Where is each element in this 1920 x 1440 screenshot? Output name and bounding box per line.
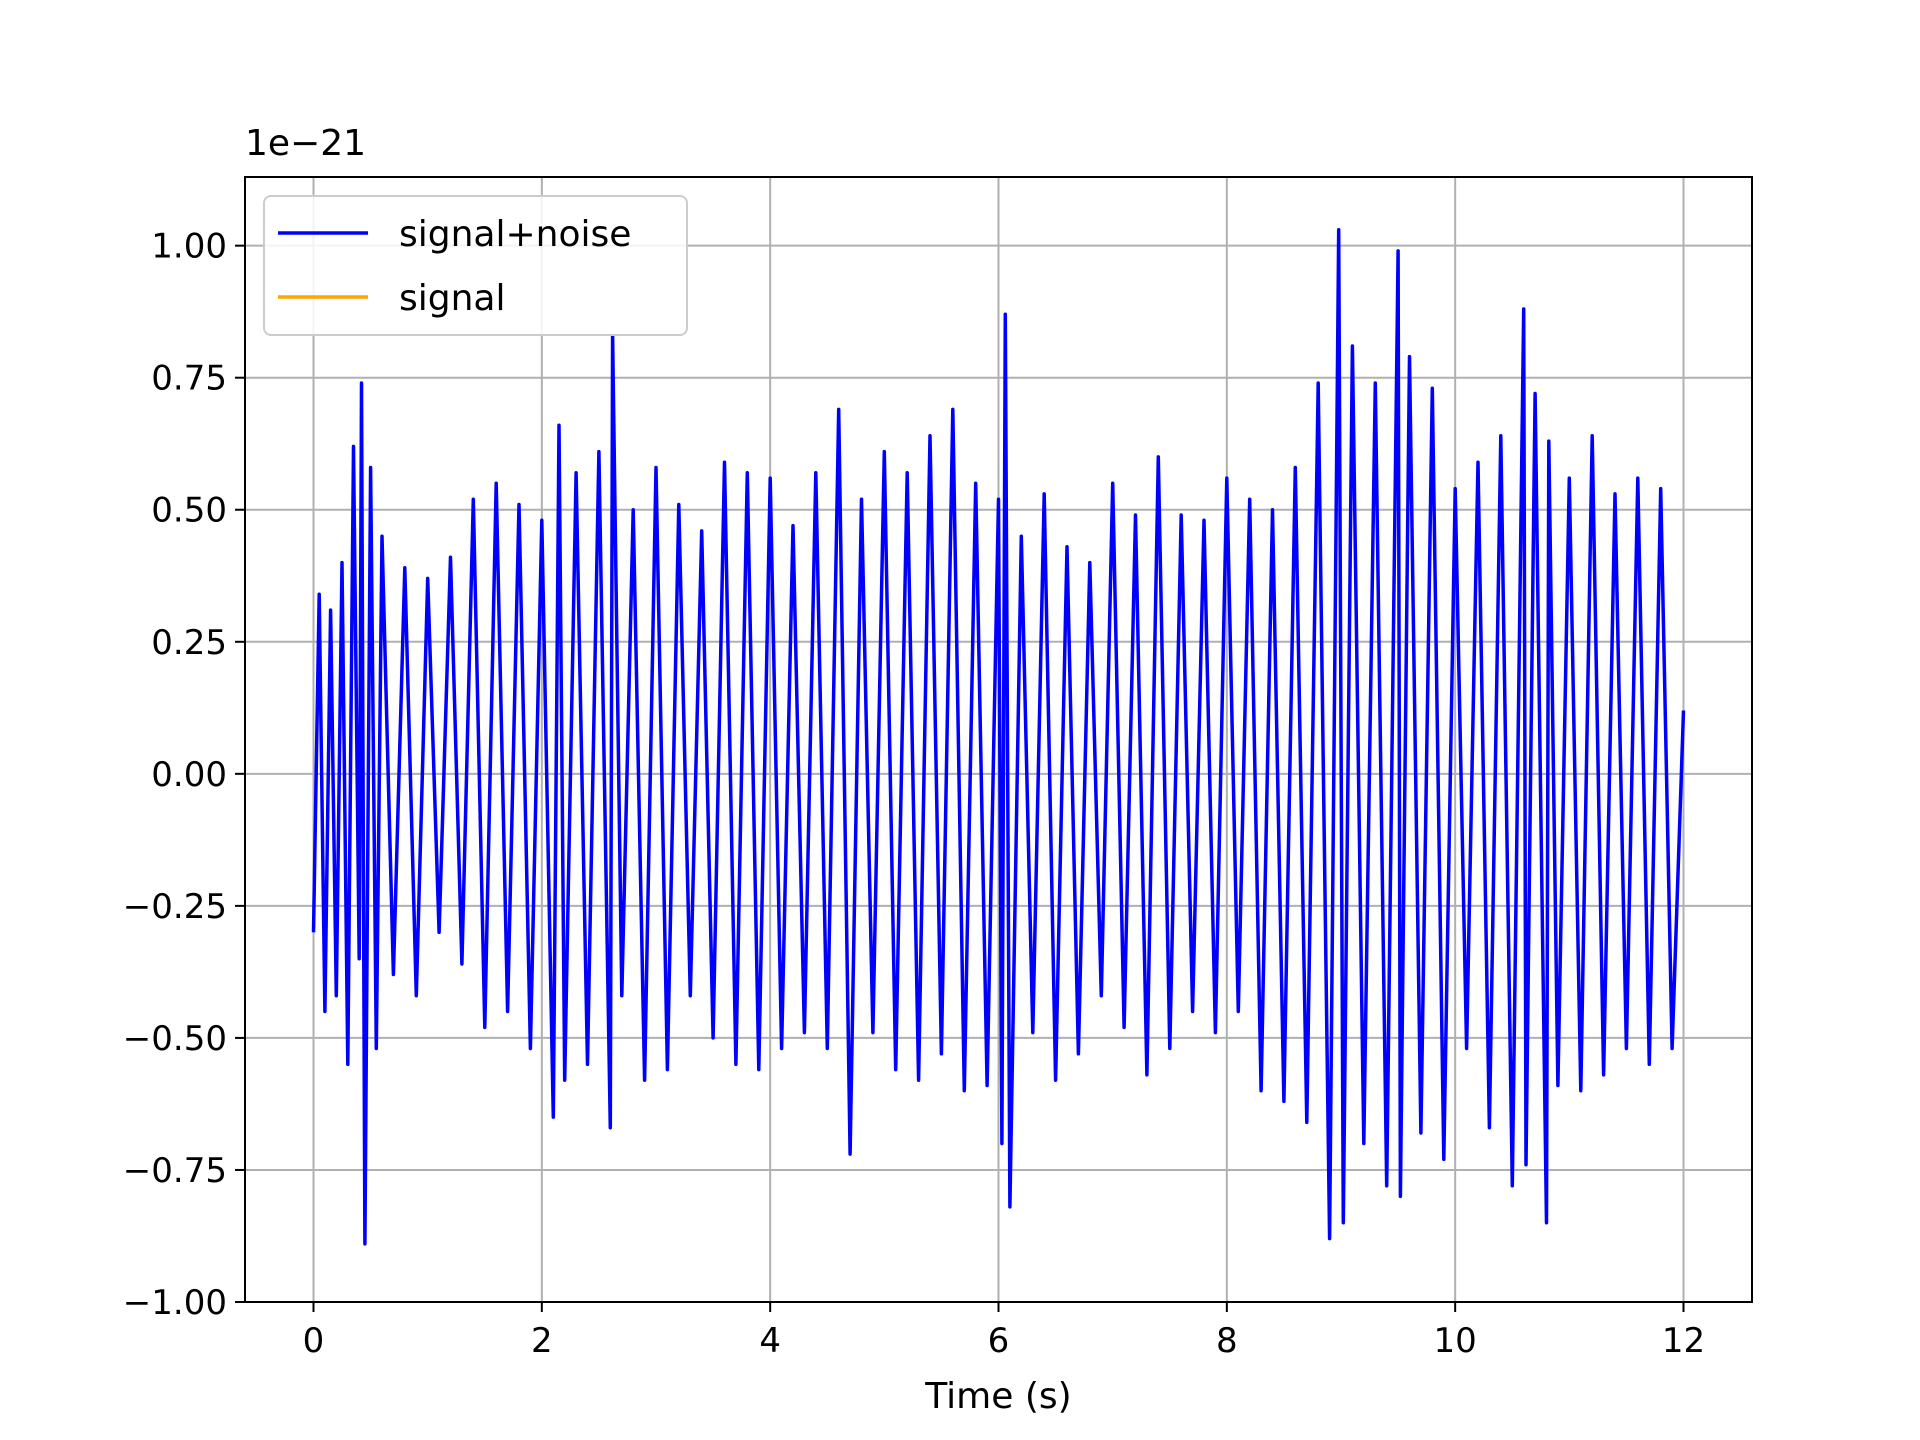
x-tick-label: 4 [759,1321,781,1361]
y-tick-label: −0.75 [123,1151,227,1191]
x-tick-label: 8 [1216,1321,1238,1361]
series-line-0 [311,228,1686,1246]
y-tick-label: −0.25 [123,887,227,927]
y-tick-label: 0.50 [151,491,227,531]
legend: signal+noise signal [263,195,688,336]
legend-label-1: signal [399,278,506,319]
axis-ticks: 0 2 4 6 8 10 12 1.00 0.75 0.50 0.25 0.00 −0.25 −0.50 −… [123,227,1705,1361]
y-tick-label: 0.00 [151,755,227,795]
y-tick-label: 0.75 [151,359,227,399]
y-tick-label: 1.00 [151,227,227,267]
x-axis-title: Time (s) [924,1376,1071,1417]
y-tick-label: −1.00 [123,1283,227,1323]
x-tick-label: 10 [1434,1321,1477,1361]
x-tick-label: 6 [988,1321,1010,1361]
y-offset-label: 1e−21 [245,123,366,164]
legend-label-0: signal+noise [399,214,631,255]
x-tick-label: 12 [1662,1321,1705,1361]
y-tick-label: −0.50 [123,1019,227,1059]
series-area [311,228,1686,1246]
legend-box [263,195,688,336]
x-tick-label: 2 [531,1321,553,1361]
x-tick-label: 0 [303,1321,325,1361]
y-tick-label: 0.25 [151,623,227,663]
